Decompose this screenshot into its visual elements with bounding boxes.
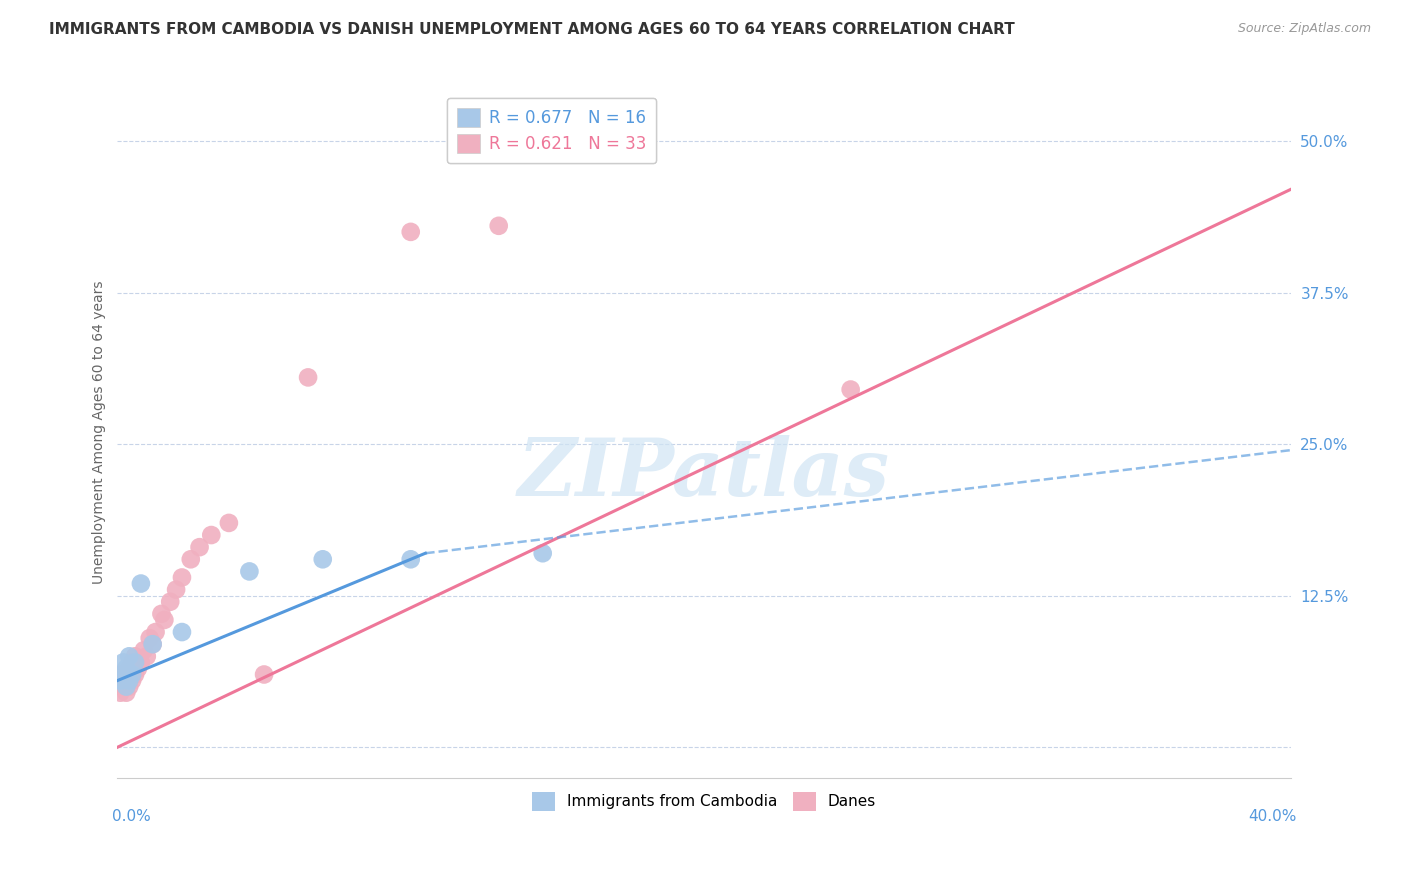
Text: 40.0%: 40.0% — [1249, 809, 1296, 823]
Point — [129, 576, 152, 591]
Point — [399, 225, 422, 239]
Point — [238, 565, 260, 579]
Point — [200, 528, 222, 542]
Point — [124, 656, 146, 670]
Point — [112, 673, 135, 688]
Text: ZIPatlas: ZIPatlas — [517, 434, 890, 512]
Point — [142, 637, 165, 651]
Point — [180, 552, 202, 566]
Point — [218, 516, 240, 530]
Y-axis label: Unemployment Among Ages 60 to 64 years: Unemployment Among Ages 60 to 64 years — [93, 280, 107, 583]
Point — [145, 625, 167, 640]
Point — [531, 546, 554, 560]
Point — [312, 552, 335, 566]
Point — [118, 673, 141, 688]
Point — [110, 667, 132, 681]
Point — [159, 595, 181, 609]
Point — [399, 552, 422, 566]
Point — [488, 219, 510, 233]
Point — [297, 370, 319, 384]
Text: 0.0%: 0.0% — [111, 809, 150, 823]
Point — [127, 661, 149, 675]
Point — [124, 649, 146, 664]
Legend: R = 0.677   N = 16, R = 0.621   N = 33: R = 0.677 N = 16, R = 0.621 N = 33 — [447, 98, 657, 163]
Point — [110, 673, 132, 688]
Point — [138, 631, 160, 645]
Point — [129, 656, 152, 670]
Point — [170, 625, 193, 640]
Point — [253, 667, 276, 681]
Point — [118, 680, 141, 694]
Point — [142, 637, 165, 651]
Point — [118, 649, 141, 664]
Point — [115, 661, 138, 675]
Point — [112, 656, 135, 670]
Point — [121, 667, 143, 681]
Point — [839, 383, 862, 397]
Point — [115, 686, 138, 700]
Text: IMMIGRANTS FROM CAMBODIA VS DANISH UNEMPLOYMENT AMONG AGES 60 TO 64 YEARS CORREL: IMMIGRANTS FROM CAMBODIA VS DANISH UNEMP… — [49, 22, 1015, 37]
Point — [188, 540, 211, 554]
Point — [118, 661, 141, 675]
Point — [115, 680, 138, 694]
Point — [135, 649, 157, 664]
Point — [112, 667, 135, 681]
Point — [112, 680, 135, 694]
Point — [170, 570, 193, 584]
Point — [121, 656, 143, 670]
Text: Source: ZipAtlas.com: Source: ZipAtlas.com — [1237, 22, 1371, 36]
Point — [153, 613, 176, 627]
Point — [165, 582, 187, 597]
Point — [110, 686, 132, 700]
Point — [150, 607, 173, 621]
Point — [132, 643, 155, 657]
Point — [121, 673, 143, 688]
Point — [124, 667, 146, 681]
Point — [115, 667, 138, 681]
